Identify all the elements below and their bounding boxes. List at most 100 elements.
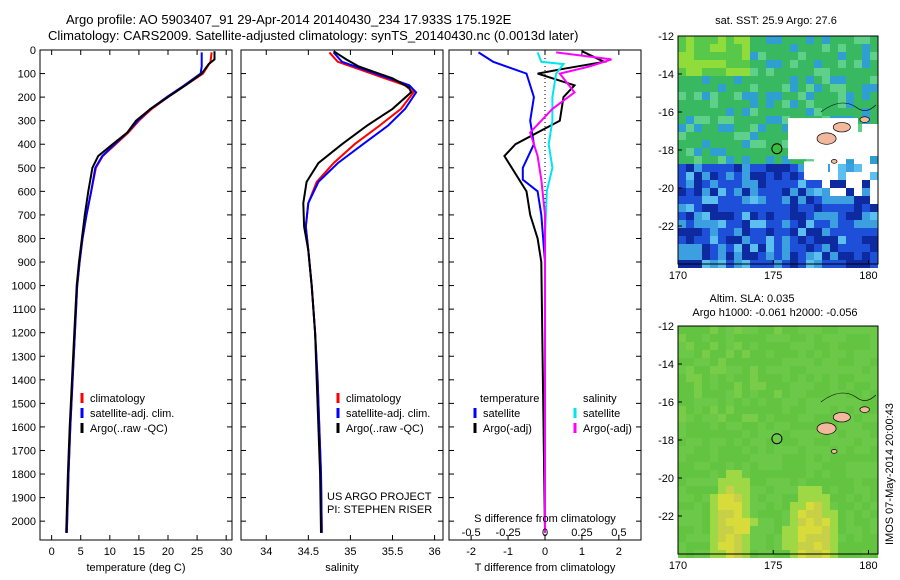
sla-map-cell	[678, 518, 686, 526]
sst-map-cell	[766, 60, 774, 68]
sla-map-cell	[702, 446, 710, 454]
sla-map-cell	[678, 486, 686, 494]
sla-map-cell	[862, 390, 870, 398]
sst-map-cell	[758, 220, 766, 228]
sla-map-cell	[822, 486, 830, 494]
sst-map-cell	[766, 148, 774, 156]
sst-map-cell	[686, 228, 694, 236]
sst-map-cell	[678, 220, 686, 228]
sla-map-cell	[710, 374, 718, 382]
sst-map-cell	[742, 84, 750, 92]
sla-map-cell	[742, 374, 750, 382]
sla-map-cell	[862, 470, 870, 478]
sla-map-cell	[686, 398, 694, 406]
sst-map-cell	[862, 188, 870, 196]
sst-map-cell	[774, 76, 782, 84]
sst-island	[816, 132, 837, 145]
sla-map-cell	[862, 430, 870, 438]
sst-map-cell	[774, 108, 782, 116]
sst-map-cell	[750, 84, 758, 92]
sst-map-cell	[702, 252, 710, 260]
legend-title-temperature: temperature	[480, 393, 539, 405]
sst-map-cell	[798, 100, 806, 108]
sla-map-cell	[814, 510, 822, 518]
sla-map-cell	[846, 470, 854, 478]
sla-map-cell	[798, 542, 806, 550]
sla-map-cell	[718, 502, 726, 510]
sst-map-cell	[694, 156, 702, 164]
sla-map-cell	[782, 510, 790, 518]
sla-map-cell	[870, 470, 878, 478]
sst-ytick-label: -18	[658, 145, 674, 157]
sst-map-cell	[862, 148, 870, 156]
sla-map-cell	[742, 462, 750, 470]
credit-line1: US ARGO PROJECT	[327, 491, 432, 503]
sst-map-cell	[678, 68, 686, 76]
sla-map-cell	[862, 454, 870, 462]
sla-map-cell	[862, 542, 870, 550]
sst-map-cell	[726, 236, 734, 244]
sla-map-cell	[782, 446, 790, 454]
sst-map-cell	[766, 204, 774, 212]
sla-map-cell	[822, 334, 830, 342]
sla-map-cell	[798, 358, 806, 366]
sla-map-cell	[838, 382, 846, 390]
temperature-frame	[39, 49, 233, 541]
sla-map-cell	[806, 518, 814, 526]
sla-map-cell	[686, 534, 694, 542]
sla-map-cell	[798, 518, 806, 526]
sla-map-cell	[798, 350, 806, 358]
sla-map-cell	[798, 342, 806, 350]
sst-map-cell	[774, 236, 782, 244]
sst-map-cell	[846, 156, 854, 164]
sla-map-cell	[854, 358, 862, 366]
sst-map-cell	[838, 172, 846, 180]
sla-map-cell	[726, 350, 734, 358]
sla-map-cell	[726, 486, 734, 494]
sla-map-cell	[750, 430, 758, 438]
sst-map-cell	[822, 188, 830, 196]
sst-map-cell	[854, 44, 862, 52]
sla-map-cell	[798, 526, 806, 534]
sla-map-cell	[718, 470, 726, 478]
sst-map-cell	[774, 188, 782, 196]
sst-map-cell	[766, 116, 774, 124]
sla-map-cell	[718, 414, 726, 422]
sla-map-cell	[854, 486, 862, 494]
sst-map-cell	[814, 92, 822, 100]
sst-map-cell	[726, 188, 734, 196]
sla-map-cell	[854, 422, 862, 430]
sst-map-cell	[782, 124, 790, 132]
sst-map-cell	[814, 36, 822, 44]
sla-map-cell	[694, 390, 702, 398]
sst-map-cell	[726, 132, 734, 140]
sst-map-cell	[694, 116, 702, 124]
sla-map-cell	[798, 334, 806, 342]
sst-map-cell	[766, 156, 774, 164]
sst-map-cell	[750, 188, 758, 196]
sla-map-cell	[718, 422, 726, 430]
sst-map-cell	[862, 92, 870, 100]
sst-map-cell	[718, 92, 726, 100]
sla-map-cell	[710, 542, 718, 550]
sla-map-cell	[854, 366, 862, 374]
sst-map-cell	[734, 108, 742, 116]
sst-map-cell	[710, 172, 718, 180]
sla-map-cell	[702, 430, 710, 438]
sla-map-cell	[734, 390, 742, 398]
sst-map-cell	[790, 252, 798, 260]
sla-map-cell	[726, 518, 734, 526]
sla-map-cell	[742, 518, 750, 526]
sla-map-cell	[758, 534, 766, 542]
sla-map-cell	[734, 342, 742, 350]
sst-map-cell	[702, 68, 710, 76]
sla-map-cell	[782, 494, 790, 502]
sla-map-cell	[814, 374, 822, 382]
sla-map-cell	[702, 414, 710, 422]
sla-map-cell	[830, 534, 838, 542]
sst-map-cell	[734, 156, 742, 164]
sst-map-cell	[814, 180, 822, 188]
sla-map-cell	[686, 518, 694, 526]
sst-map-cell	[726, 100, 734, 108]
sla-map-cell	[702, 374, 710, 382]
